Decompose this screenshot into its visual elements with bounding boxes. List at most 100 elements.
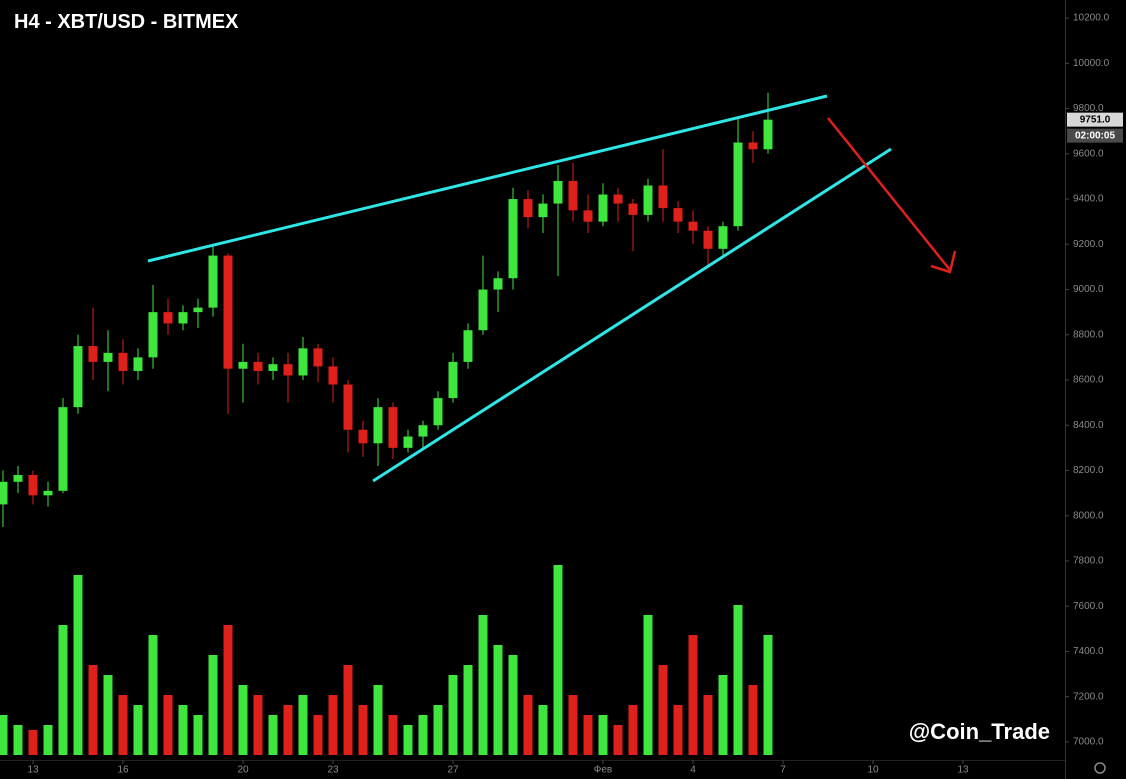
volume-bar <box>58 625 68 755</box>
candle-body <box>493 278 503 290</box>
candle-body <box>298 348 308 376</box>
y-tick-label: 9400.0 <box>1073 194 1104 205</box>
volume-bar <box>208 655 218 755</box>
volume-bar <box>343 665 353 755</box>
candle-body <box>403 436 413 448</box>
x-tick-label: 27 <box>447 765 459 776</box>
volume-bar <box>223 625 233 755</box>
y-tick-label: 10200.0 <box>1073 13 1110 24</box>
candle-body <box>658 185 668 209</box>
candle-body <box>583 210 593 222</box>
volume-bar <box>193 715 203 755</box>
volume-bar <box>553 565 563 755</box>
volume-bar <box>733 605 743 755</box>
candle-body <box>268 364 278 371</box>
candle-body <box>523 199 533 218</box>
candle-body <box>598 194 608 222</box>
arrow <box>827 117 951 271</box>
y-tick-label: 8600.0 <box>1073 375 1104 386</box>
volume-bar <box>238 685 248 755</box>
price-tag-label: 9751.0 <box>1080 114 1111 125</box>
volume-bar <box>658 665 668 755</box>
volume-bar <box>28 730 38 755</box>
arrow-head <box>930 250 957 274</box>
candle-body <box>763 119 773 150</box>
candle-body <box>163 312 173 324</box>
x-tick-label: 20 <box>237 765 249 776</box>
countdown-tag <box>1067 128 1123 143</box>
y-tick-label: 9000.0 <box>1073 284 1104 295</box>
candle-body <box>538 203 548 218</box>
volume-bar <box>463 665 473 755</box>
volume-bar <box>763 635 773 755</box>
y-tick-label: 7400.0 <box>1073 646 1104 657</box>
trend-line <box>372 147 892 483</box>
x-tick-label: 13 <box>957 765 969 776</box>
candle-body <box>373 407 383 444</box>
volume-bar <box>118 695 128 755</box>
volume-bar <box>718 675 728 755</box>
volume-bar <box>508 655 518 755</box>
volume-bar <box>268 715 278 755</box>
candle-body <box>103 352 113 362</box>
candle-body <box>253 361 263 371</box>
y-tick-label: 8000.0 <box>1073 510 1104 521</box>
volume-bar <box>493 645 503 755</box>
volume-bar <box>448 675 458 755</box>
plot <box>0 92 773 755</box>
volume-bar <box>703 695 713 755</box>
y-tick-label: 8800.0 <box>1073 329 1104 340</box>
chart-title: H4 - XBT/USD - BITMEX <box>14 11 239 33</box>
candle-body <box>13 475 23 482</box>
x-tick-label: 4 <box>690 765 696 776</box>
y-tick-label: 7000.0 <box>1073 737 1104 748</box>
candle-body <box>328 366 338 385</box>
candle-body <box>553 180 563 204</box>
volume-bar <box>178 705 188 755</box>
candle-body <box>718 226 728 249</box>
candle-body <box>448 361 458 399</box>
volume-bar <box>43 725 53 755</box>
volume-bar <box>163 695 173 755</box>
volume-bar <box>328 695 338 755</box>
y-tick-label: 9600.0 <box>1073 148 1104 159</box>
candle-body <box>43 490 53 496</box>
candle-body <box>28 475 38 496</box>
volume-bar <box>688 635 698 755</box>
candle-body <box>0 481 8 505</box>
volume-bar <box>298 695 308 755</box>
candle-body <box>418 425 428 437</box>
candle-body <box>238 361 248 369</box>
candle-body <box>313 348 323 367</box>
volume-bar <box>613 725 623 755</box>
candle-body <box>733 142 743 227</box>
volume-bar <box>103 675 113 755</box>
x-tick-label: 7 <box>780 765 786 776</box>
volume-bar <box>13 725 23 755</box>
candle-body <box>433 398 443 426</box>
candle-body <box>88 346 98 362</box>
candle-body <box>703 230 713 249</box>
candle-body <box>193 307 203 313</box>
candle-body <box>688 221 698 231</box>
volume-bar <box>523 695 533 755</box>
volume-bar <box>253 695 263 755</box>
candle-body <box>118 352 128 371</box>
candle-body <box>283 364 293 376</box>
volume-bar <box>133 705 143 755</box>
volume-bar <box>73 575 83 755</box>
price-tag <box>1067 112 1123 127</box>
volume-bar <box>538 705 548 755</box>
volume-bar <box>583 715 593 755</box>
volume-bar <box>388 715 398 755</box>
volume-bar <box>568 695 578 755</box>
candle-body <box>673 208 683 222</box>
volume-bar <box>373 685 383 755</box>
volume-bar <box>313 715 323 755</box>
settings-icon[interactable] <box>1094 762 1106 774</box>
volume-bar <box>0 715 8 755</box>
volume-bar <box>403 725 413 755</box>
y-tick-label: 7800.0 <box>1073 556 1104 567</box>
x-tick-label: 13 <box>27 765 39 776</box>
